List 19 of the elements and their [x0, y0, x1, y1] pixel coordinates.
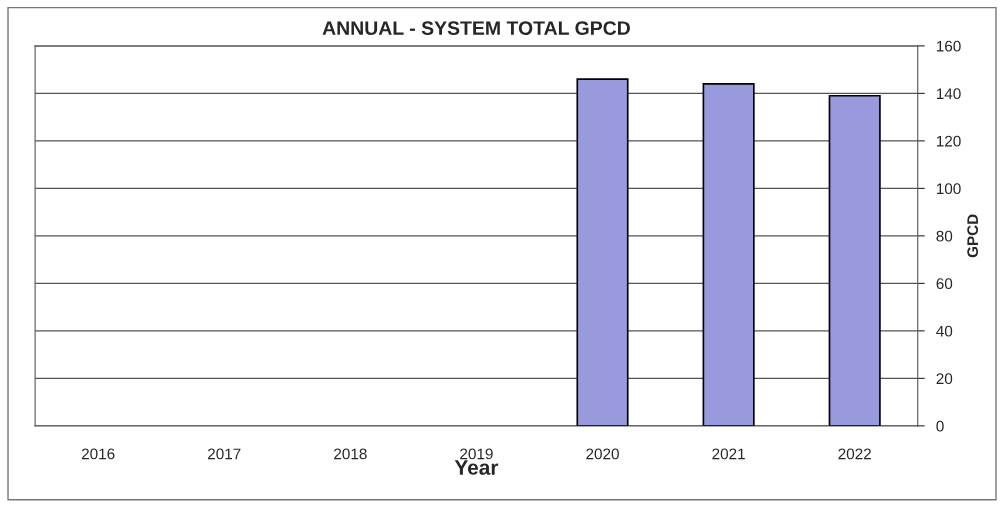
y-tick-label: 100: [936, 183, 961, 195]
y-axis-title: GPCD: [967, 214, 979, 258]
y-tick-label: 40: [936, 325, 953, 337]
x-tick-label: 2016: [81, 448, 115, 460]
chart-title: ANNUAL - SYSTEM TOTAL GPCD: [322, 21, 630, 35]
y-tick-label: 20: [936, 373, 953, 385]
y-tick-label: 120: [936, 135, 961, 147]
y-tick-label: 80: [936, 230, 953, 242]
x-tick-label: 2021: [712, 448, 745, 460]
x-tick-label: 2019: [460, 448, 493, 460]
x-tick-label: 2022: [838, 448, 871, 460]
x-tick-label: 2017: [208, 448, 241, 460]
y-tick-label: 160: [936, 40, 961, 52]
y-tick-label: 140: [936, 88, 961, 100]
y-tick-label: 0: [936, 420, 944, 432]
y-tick-label: 60: [936, 278, 953, 290]
x-tick-label: 2018: [334, 448, 367, 460]
x-axis-title: Year: [454, 460, 499, 475]
x-tick-label: 2020: [586, 448, 619, 460]
